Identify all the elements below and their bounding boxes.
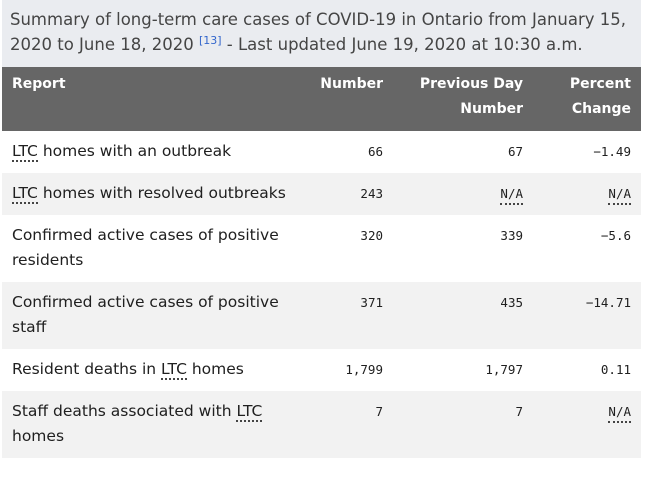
header-row: Report Number Previous Day Number Percent… <box>2 67 641 131</box>
cell-percent-change: −14.71 <box>533 282 641 349</box>
caption-updated: - Last updated June 19, 2020 at 10:30 a.… <box>221 35 583 54</box>
cell-previous-day-number: 67 <box>507 144 523 159</box>
abbreviation-na[interactable]: N/A <box>500 185 523 205</box>
row-report-label: Confirmed active cases of positive resid… <box>12 226 279 269</box>
abbreviation-ltc[interactable]: LTC <box>236 402 263 422</box>
ltc-summary-table: Report Number Previous Day Number Percent… <box>2 67 641 458</box>
cell-percent-change: −5.6 <box>600 228 631 243</box>
cell-number: 371 <box>297 282 393 349</box>
abbreviation-ltc[interactable]: LTC <box>12 184 38 204</box>
row-report-label: Confirmed active cases of positive staff <box>2 282 297 349</box>
ltc-summary-table-container: Summary of long-term care cases of COVID… <box>2 0 641 458</box>
table-body: LTC homes with an outbreak 66 67 −1.49 LTC h… <box>2 131 641 458</box>
cell-percent-change: N/A <box>533 391 641 458</box>
col-header-percent-change: Percent Change <box>533 67 641 131</box>
table-caption: Summary of long-term care cases of COVID… <box>2 0 641 67</box>
cell-number: 243 <box>297 173 393 215</box>
row-report-label: Staff deaths associated with LTC homes <box>2 391 297 458</box>
cell-previous-day-number: 339 <box>500 228 523 243</box>
cell-previous-day-number: 1,797 <box>485 362 523 377</box>
cell-percent-change: −1.49 <box>593 144 631 159</box>
row-report-label: LTC homes with resolved outbreaks <box>2 173 297 215</box>
cell-number: 320 <box>360 228 383 243</box>
table-row: Confirmed active cases of positive staff… <box>2 282 641 349</box>
col-header-previous-day-number: Previous Day Number <box>393 67 533 131</box>
cell-number: 7 <box>297 391 393 458</box>
cell-percent-change: N/A <box>533 173 641 215</box>
table-row: Confirmed active cases of positive resid… <box>2 215 641 282</box>
cell-previous-day-number: 435 <box>393 282 533 349</box>
abbreviation-na[interactable]: N/A <box>608 185 631 205</box>
row-report-label: LTC homes with an outbreak <box>12 142 232 162</box>
cell-percent-change: 0.11 <box>600 362 631 377</box>
col-header-report: Report <box>2 67 297 131</box>
abbreviation-ltc[interactable]: LTC <box>161 360 187 380</box>
row-report-label: Resident deaths in LTC homes <box>12 360 244 380</box>
cell-number: 66 <box>367 144 383 159</box>
table-row: Resident deaths in LTC homes 1,799 1,797 0.… <box>2 349 641 391</box>
reference-link[interactable]: [13] <box>198 34 222 47</box>
table-row: Staff deaths associated with LTC homes 7 7… <box>2 391 641 458</box>
cell-previous-day-number: N/A <box>393 173 533 215</box>
table-row: LTC homes with resolved outbreaks 243 N/A N… <box>2 173 641 215</box>
cell-previous-day-number: 7 <box>393 391 533 458</box>
abbreviation-ltc[interactable]: LTC <box>12 142 38 162</box>
abbreviation-na[interactable]: N/A <box>608 403 631 423</box>
caption-text: Summary of long-term care cases of COVID… <box>10 10 627 54</box>
col-header-number: Number <box>297 67 393 131</box>
cell-number: 1,799 <box>345 362 383 377</box>
table-row: LTC homes with an outbreak 66 67 −1.49 <box>2 131 641 173</box>
